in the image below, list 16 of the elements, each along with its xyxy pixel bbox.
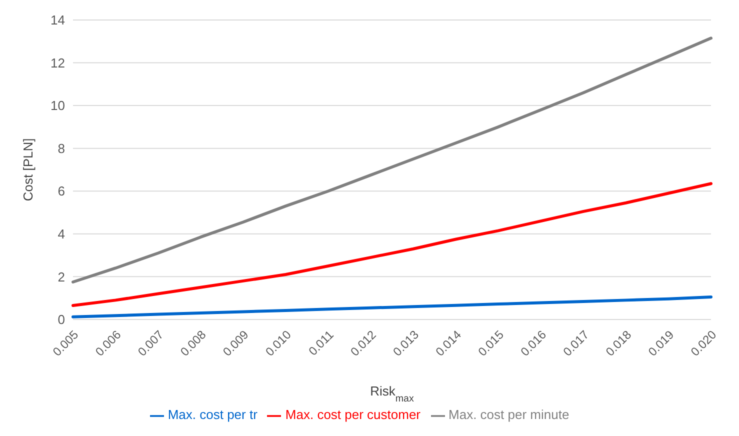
y-tick-label: 0 — [58, 312, 65, 328]
legend-label: Max. cost per minute — [448, 407, 570, 422]
line-series — [72, 295, 712, 318]
y-axis-title: Cost [PLN] — [20, 138, 36, 202]
y-tick-label: 4 — [58, 226, 65, 242]
y-tick-label: 12 — [50, 55, 65, 70]
y-tick-label: 14 — [50, 12, 65, 28]
y-tick-label: 10 — [50, 98, 65, 114]
y-tick-label: 2 — [58, 269, 65, 284]
legend-label: Max. cost per tr — [168, 407, 258, 422]
x-axis-title: Risk$_{max}$ — [370, 383, 414, 404]
line-series — [72, 182, 712, 308]
y-tick-label: 6 — [58, 184, 65, 199]
y-tick-label: 8 — [58, 140, 65, 156]
line-series — [72, 36, 712, 284]
legend-label: Max. cost per customer — [285, 407, 421, 422]
